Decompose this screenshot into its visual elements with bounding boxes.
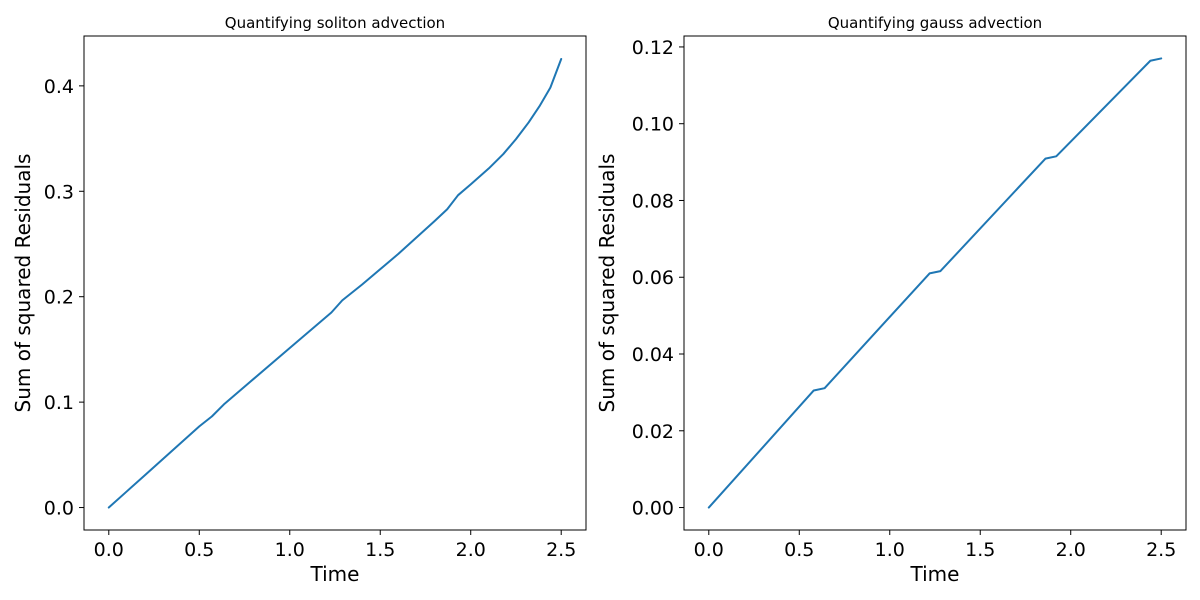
gauss-x-tick-label: 0.0 <box>694 539 724 561</box>
soliton-x-tick-label: 2.0 <box>456 539 486 561</box>
soliton-axes-frame <box>83 35 587 531</box>
gauss-y-tick-label: 0.06 <box>632 267 674 289</box>
gauss-chart-title: Quantifying gauss advection <box>828 14 1042 32</box>
gauss-y-tick-label: 0.12 <box>632 37 674 59</box>
gauss-y-tick-label: 0.02 <box>632 421 674 443</box>
gauss-x-tick-label: 1.5 <box>965 539 995 561</box>
gauss-axes-frame <box>683 35 1187 531</box>
gauss-x-tick-label: 2.5 <box>1146 539 1176 561</box>
soliton-y-axis-label: Sum of squared Residuals <box>11 154 35 413</box>
soliton-chart-title: Quantifying soliton advection <box>225 14 445 32</box>
soliton-y-tick-label: 0.0 <box>44 498 74 520</box>
soliton-y-tick-label: 0.1 <box>44 392 74 414</box>
soliton-x-tick-label: 1.0 <box>275 539 305 561</box>
soliton-series-line <box>107 57 563 509</box>
gauss-y-tick-label: 0.08 <box>632 190 674 212</box>
soliton-y-tick-label: 0.3 <box>44 181 74 203</box>
soliton-x-tick-label: 0.0 <box>94 539 124 561</box>
gauss-x-tick-label: 1.0 <box>875 539 905 561</box>
gauss-x-tick-label: 0.5 <box>784 539 814 561</box>
gauss-y-tick-label: 0.00 <box>632 498 674 520</box>
soliton-y-tick-label: 0.4 <box>44 76 74 98</box>
gauss-y-axis-label: Sum of squared Residuals <box>595 154 619 413</box>
gauss-x-tick-label: 2.0 <box>1056 539 1086 561</box>
gauss-x-axis-label: Time <box>910 562 960 586</box>
soliton-chart-panel: 0.0 0.5 1.0 1.5 2.0 2.5 0.0 0.1 0.2 0.3 0.4 Quantif… <box>11 14 587 586</box>
soliton-x-tick-label: 2.5 <box>546 539 576 561</box>
soliton-x-tick-label: 0.5 <box>184 539 214 561</box>
gauss-y-tick-label: 0.10 <box>632 114 674 136</box>
soliton-x-axis-label: Time <box>310 562 360 586</box>
gauss-chart-panel: 0.0 0.5 1.0 1.5 2.0 2.5 0.00 0.02 0.04 0.06 0.08 0.… <box>595 14 1187 586</box>
gauss-y-tick-label: 0.04 <box>632 344 674 366</box>
gauss-series-line <box>707 57 1163 509</box>
soliton-x-tick-label: 1.5 <box>365 539 395 561</box>
soliton-y-tick-label: 0.2 <box>44 287 74 309</box>
